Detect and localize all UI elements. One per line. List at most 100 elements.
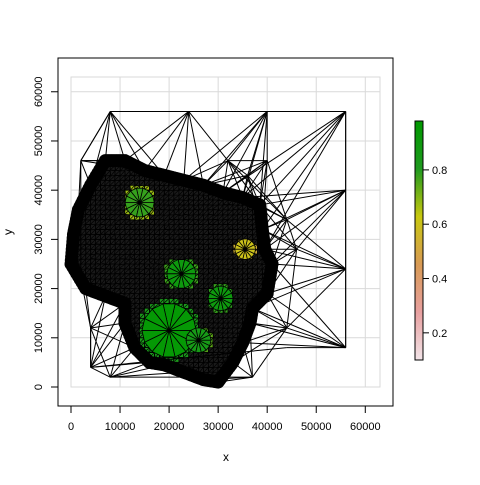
mesh-edge — [144, 293, 150, 299]
mesh-edge — [158, 263, 165, 270]
mesh-edge — [130, 249, 136, 256]
mesh-edge — [119, 268, 126, 275]
mesh-edge — [218, 268, 224, 275]
outer-mesh-edge — [262, 229, 346, 270]
mesh-edge — [197, 317, 204, 324]
outer-mesh-edge — [264, 189, 346, 250]
mesh-edge — [197, 214, 204, 221]
outer-mesh-edge — [90, 361, 150, 368]
mesh-edge — [109, 209, 116, 215]
mesh-edge — [217, 234, 224, 241]
mesh-edge — [133, 248, 140, 255]
mesh-edge — [227, 273, 234, 280]
mesh-edge — [256, 258, 263, 264]
mesh-edge — [135, 258, 140, 265]
mesh-edge — [218, 239, 224, 246]
mesh-edge — [109, 199, 116, 206]
mesh-edge — [212, 214, 219, 220]
mesh-edge — [168, 288, 175, 294]
mesh-edge — [217, 224, 224, 230]
mesh-edge — [139, 293, 145, 299]
mesh-edge — [217, 278, 224, 284]
mesh-edge — [164, 239, 170, 245]
outer-mesh-edge — [242, 160, 268, 198]
mesh-edge — [203, 244, 209, 250]
mesh-edge — [222, 204, 229, 210]
mesh-edge — [198, 253, 204, 260]
mesh-edge — [222, 327, 229, 334]
mesh-edge — [232, 312, 239, 319]
mesh-edge — [135, 278, 140, 285]
mesh-edge — [120, 234, 126, 240]
mesh-edge — [218, 332, 224, 338]
mesh-edge — [144, 239, 150, 245]
mesh-edge — [222, 278, 229, 284]
mesh-edge — [90, 253, 96, 259]
mesh-edge — [95, 258, 101, 264]
mesh-edge — [110, 229, 116, 235]
mesh-edge — [188, 224, 194, 231]
mesh-edge — [237, 273, 243, 280]
mesh-edge — [193, 199, 199, 206]
mesh-edge — [154, 185, 160, 191]
outer-mesh-edge — [286, 327, 346, 349]
triangle-mesh — [64, 110, 347, 389]
mesh-edge — [222, 239, 229, 244]
mesh-edge — [149, 253, 155, 259]
outer-mesh-edge — [227, 160, 261, 206]
mesh-edge — [213, 234, 219, 240]
mesh-edge — [179, 234, 185, 240]
mesh-edge — [85, 248, 91, 255]
outer-mesh-edge — [296, 189, 347, 250]
mesh-edge — [154, 219, 160, 226]
mesh-edge — [212, 278, 219, 284]
mesh-edge — [110, 189, 116, 196]
mesh-edge — [188, 352, 194, 358]
mesh-edge — [193, 293, 199, 299]
mesh-edge — [212, 312, 219, 319]
outer-mesh-edge — [90, 327, 135, 349]
mesh-edge — [208, 253, 214, 260]
mesh-edge — [110, 263, 116, 270]
mesh-edge — [120, 283, 126, 289]
mesh-edge — [100, 209, 106, 215]
mesh-edge — [115, 234, 121, 241]
mesh-edge — [135, 303, 140, 309]
outer-mesh-edge — [70, 263, 82, 280]
mesh-edge — [110, 194, 116, 201]
mesh-edge — [202, 239, 209, 246]
mesh-edge — [163, 248, 170, 255]
mesh-edge — [243, 258, 248, 265]
mesh-edge — [134, 239, 140, 245]
mesh-edge — [246, 219, 253, 225]
mesh-edge — [178, 293, 185, 300]
mesh-edge — [114, 263, 121, 270]
mesh-edge — [247, 283, 253, 290]
mesh-edge — [197, 229, 204, 235]
mesh-edge — [218, 357, 224, 363]
mesh-edge — [203, 248, 209, 255]
mesh-edge — [159, 199, 165, 206]
mesh-edge — [212, 204, 219, 210]
mesh-edge — [149, 273, 155, 279]
mesh-edge — [197, 308, 204, 315]
mesh-edge — [212, 342, 219, 348]
mesh-edge — [139, 298, 145, 304]
mesh-edge — [257, 273, 263, 279]
mesh-edge — [208, 367, 214, 373]
mesh-edge — [242, 263, 248, 269]
mesh-edge — [247, 278, 253, 284]
mesh-edge — [100, 283, 106, 289]
outer-mesh-edge — [242, 197, 288, 221]
mesh-edge — [228, 204, 234, 211]
mesh-edge — [99, 219, 106, 225]
mesh-edge — [124, 180, 131, 185]
outer-mesh-edge — [80, 278, 106, 297]
outer-mesh-edge — [267, 268, 346, 294]
outer-mesh-edge — [80, 111, 111, 161]
mesh-edge — [252, 253, 258, 259]
mesh-edge — [213, 317, 219, 323]
outer-mesh-edge — [90, 366, 111, 378]
mesh-edge — [154, 239, 160, 245]
mesh-edge — [178, 253, 185, 261]
